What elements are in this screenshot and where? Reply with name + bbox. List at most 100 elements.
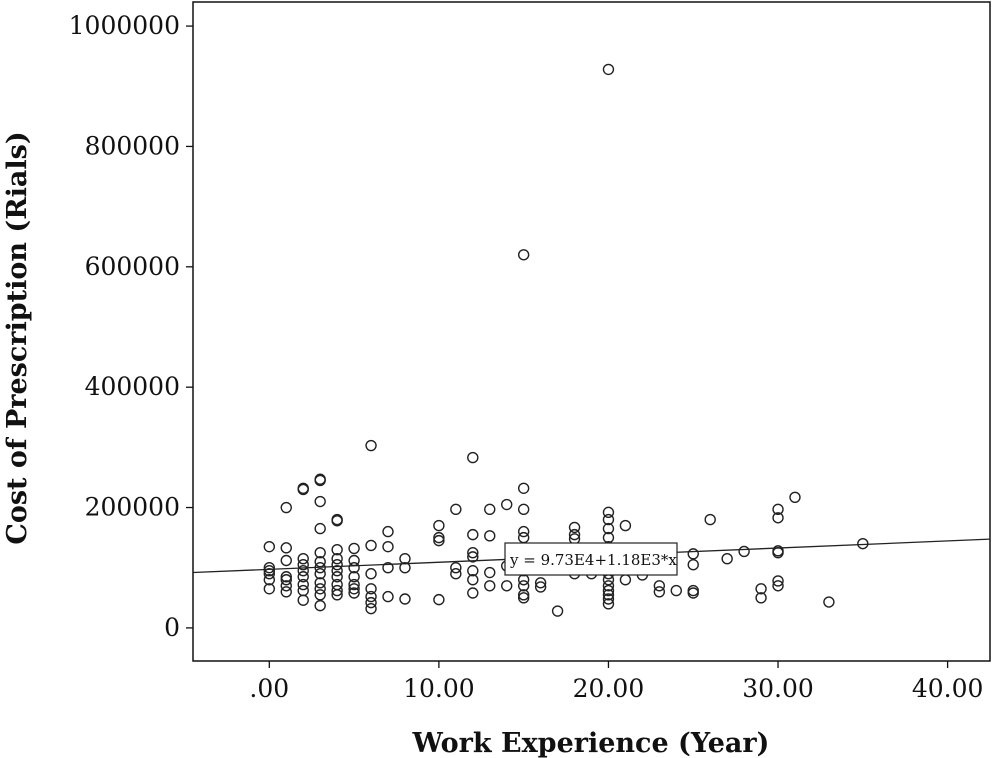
data-point: [602, 522, 615, 535]
y-tick-label: 0: [164, 613, 180, 642]
data-point: [365, 568, 377, 580]
data-point: [484, 530, 496, 542]
data-point: [755, 583, 767, 595]
data-point: [314, 522, 326, 535]
data-point: [297, 578, 309, 591]
data-point: [263, 583, 276, 595]
data-point: [280, 571, 292, 583]
data-point: [314, 562, 326, 574]
data-point: [517, 531, 530, 544]
data-point: [772, 580, 784, 592]
data-point: [687, 559, 699, 571]
data-point: [450, 568, 462, 580]
data-point: [331, 552, 343, 565]
data-point: [331, 543, 343, 556]
data-point: [602, 580, 615, 592]
data-point: [263, 565, 276, 577]
data-point: [331, 571, 343, 583]
data-point: [772, 575, 784, 587]
data-point: [314, 546, 326, 559]
data-point: [653, 580, 666, 592]
data-point: [314, 599, 326, 612]
x-axis-ticks: .00 10.00 20.00 30.00 40.00: [249, 661, 983, 703]
data-point: [382, 540, 394, 553]
data-point: [348, 562, 360, 574]
data-point: [484, 503, 496, 516]
data-point: [348, 587, 360, 599]
data-point: [314, 589, 326, 601]
data-point: [314, 555, 326, 568]
data-point: [348, 578, 360, 591]
x-tick-label: 20.00: [573, 674, 645, 703]
data-point: [467, 546, 479, 559]
data-point: [348, 571, 360, 583]
data-point: [568, 528, 581, 541]
data-point: [738, 545, 750, 558]
data-point: [602, 589, 615, 601]
data-point: [297, 594, 309, 606]
y-tick-label: 200000: [85, 493, 180, 522]
data-point: [314, 495, 326, 508]
data-point: [348, 542, 360, 555]
data-point: [297, 552, 309, 565]
data-point: [314, 474, 326, 487]
data-point: [365, 583, 377, 595]
x-tick-label: 10.00: [403, 674, 475, 703]
data-point: [789, 491, 801, 504]
data-point: [280, 501, 292, 514]
y-tick-label: 400000: [85, 372, 180, 401]
y-tick-label: 1000000: [69, 11, 180, 40]
data-point: [517, 249, 530, 261]
data-point: [382, 525, 394, 538]
data-point: [331, 565, 343, 577]
y-tick-label: 800000: [85, 131, 180, 160]
x-tick-label: 40.00: [912, 674, 984, 703]
data-point: [280, 580, 292, 592]
data-point: [263, 540, 276, 553]
data-point: [602, 506, 615, 519]
data-point: [433, 531, 445, 544]
y-axis-ticks: 0 200000 400000 600000 800000 1000000: [69, 11, 193, 642]
data-point: [467, 574, 479, 586]
data-point: [280, 554, 292, 567]
data-point: [602, 63, 615, 76]
data-points: [263, 63, 869, 617]
data-point: [331, 559, 343, 571]
data-point: [365, 602, 377, 615]
x-tick-label: 30.00: [742, 674, 814, 703]
data-point: [331, 515, 343, 527]
data-point: [314, 577, 326, 589]
data-point: [263, 562, 276, 574]
data-point: [704, 513, 716, 526]
data-point: [467, 565, 479, 577]
data-point: [331, 589, 343, 601]
data-point: [721, 552, 733, 565]
data-point: [517, 592, 530, 604]
data-point: [297, 565, 309, 577]
data-point: [280, 574, 292, 586]
data-point: [382, 562, 394, 574]
x-tick-label: .00: [249, 674, 289, 703]
data-point: [517, 580, 530, 592]
data-point: [297, 559, 309, 571]
data-point: [297, 571, 309, 583]
data-point: [433, 593, 445, 606]
data-point: [399, 593, 411, 605]
data-point: [772, 503, 784, 516]
y-axis-title: Cost of Prescription (Rials): [2, 131, 33, 544]
data-point: [433, 534, 445, 547]
data-point: [501, 498, 513, 511]
data-point: [517, 482, 530, 494]
data-point: [484, 580, 496, 592]
data-point: [365, 439, 377, 452]
data-point: [399, 552, 411, 565]
data-point: [772, 546, 784, 559]
data-point: [314, 583, 326, 595]
data-point: [687, 584, 699, 597]
data-point: [687, 548, 699, 560]
data-point: [450, 562, 462, 574]
data-point: [501, 580, 513, 592]
data-point: [602, 513, 615, 526]
data-point: [568, 521, 581, 534]
